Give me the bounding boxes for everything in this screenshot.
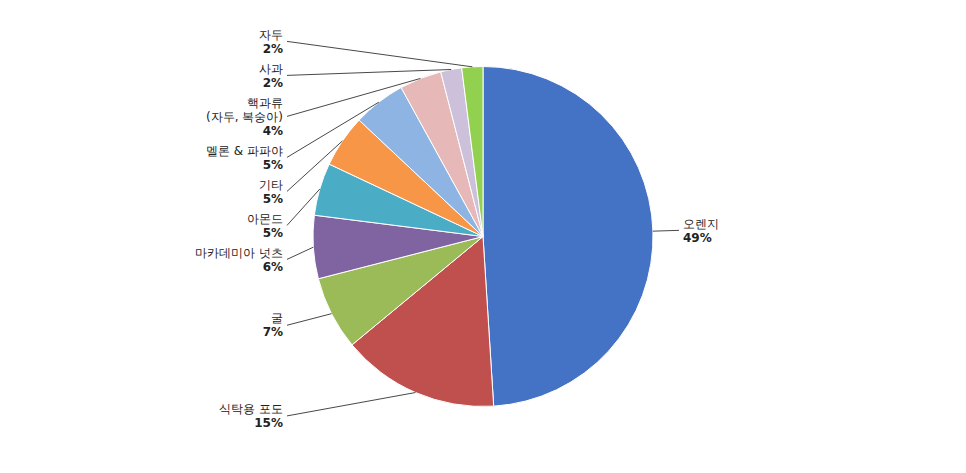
category-label: 마카데미아 넛츠	[195, 246, 283, 260]
value-label: 7%	[263, 325, 283, 339]
leader-line	[287, 41, 472, 66]
category-label: 식탁용 포도	[219, 402, 283, 416]
slices	[313, 67, 653, 407]
category-label: 오렌지	[683, 217, 719, 231]
category-label-line: 자두	[259, 28, 283, 42]
chart-container: 오렌지49%식탁용 포도15%굴7%마카데미아 넛츠6%아몬드5%기타5%멜론 …	[0, 0, 966, 473]
value-label: 49%	[683, 231, 712, 245]
value-label: 4%	[263, 124, 283, 138]
leader-line	[287, 314, 332, 326]
leader-line	[653, 230, 679, 232]
leader-line	[287, 247, 313, 259]
pie-slice	[483, 67, 653, 407]
category-label-line: 기타	[259, 178, 283, 192]
category-label-line: 아몬드	[247, 212, 283, 226]
category-label-line: 식탁용 포도	[219, 402, 283, 416]
value-label: 6%	[263, 260, 283, 274]
leader-line	[287, 70, 451, 76]
category-label-line: 멜론 & 파파야	[206, 144, 283, 158]
category-label: 핵과류(자두, 복숭아)	[206, 96, 283, 124]
value-label: 5%	[263, 158, 283, 172]
leader-line	[287, 102, 379, 157]
category-label-line: (자두, 복숭아)	[206, 110, 283, 124]
category-label-line: 마카데미아 넛츠	[195, 246, 283, 260]
leader-lines	[287, 41, 679, 416]
labels: 오렌지49%식탁용 포도15%굴7%마카데미아 넛츠6%아몬드5%기타5%멜론 …	[195, 28, 719, 431]
category-label: 사과	[259, 62, 283, 76]
value-label: 5%	[263, 192, 283, 206]
category-label: 굴	[271, 311, 283, 325]
leader-line	[287, 393, 415, 416]
leader-line	[287, 189, 320, 225]
pie-slice	[462, 67, 483, 237]
category-label: 아몬드	[247, 212, 283, 226]
category-label: 멜론 & 파파야	[206, 144, 283, 158]
leader-line	[287, 141, 342, 191]
value-label: 5%	[263, 226, 283, 240]
chart-svg: 오렌지49%식탁용 포도15%굴7%마카데미아 넛츠6%아몬드5%기타5%멜론 …	[0, 0, 966, 473]
category-label: 자두	[259, 28, 283, 42]
category-label-line: 굴	[271, 311, 283, 325]
category-label-line: 핵과류	[247, 96, 283, 110]
category-label-line: 오렌지	[683, 217, 719, 231]
value-label: 2%	[263, 76, 283, 90]
category-label-line: 사과	[259, 62, 283, 76]
category-label: 기타	[259, 178, 283, 192]
value-label: 15%	[254, 416, 283, 430]
leader-line	[287, 78, 420, 116]
pie-group: 오렌지49%식탁용 포도15%굴7%마카데미아 넛츠6%아몬드5%기타5%멜론 …	[195, 28, 719, 431]
value-label: 2%	[263, 42, 283, 56]
